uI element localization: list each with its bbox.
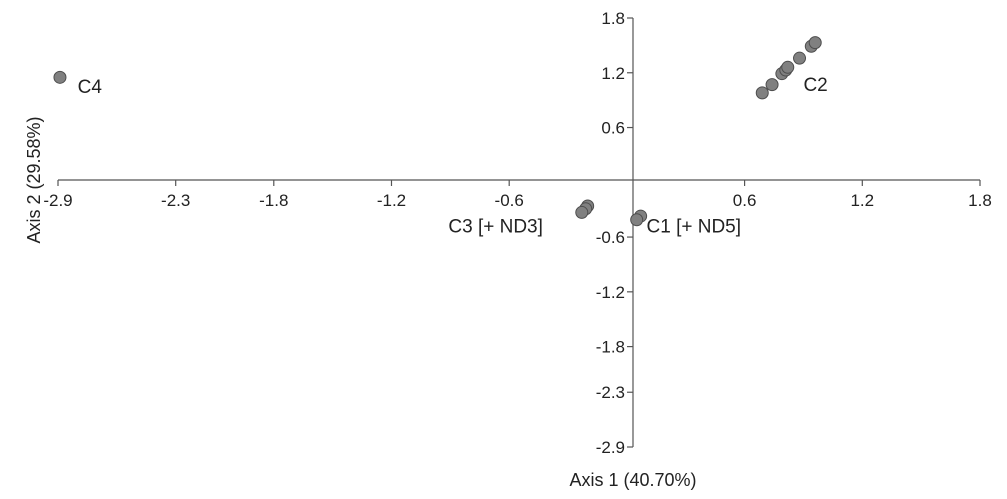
x-tick-label: -1.2 [377, 191, 406, 210]
y-tick-label: -1.8 [596, 338, 625, 357]
x-tick-label: -0.6 [495, 191, 524, 210]
y-tick-label: -2.9 [596, 438, 625, 457]
y-tick-label: 1.8 [601, 9, 625, 28]
data-point [765, 78, 779, 92]
y-tick-label: -0.6 [596, 228, 625, 247]
cluster-labels: C4 C2 C3 [+ ND3] C1 [+ ND5] [78, 75, 828, 237]
cluster-label: C4 [78, 77, 103, 98]
x-tick-label: 0.6 [733, 191, 757, 210]
data-point [781, 60, 795, 74]
y-tick-label: 1.2 [601, 64, 625, 83]
cluster-label: C1 [+ ND5] [647, 217, 742, 238]
x-tick-label: 1.8 [968, 191, 992, 210]
cluster-label: C3 [+ ND3] [448, 217, 543, 238]
data-point [575, 205, 589, 219]
data-point [808, 36, 822, 50]
axes: -2.9 -2.3 -1.8 -1.2 -0.6 0.6 1.2 1.8 1.8 1.2 0.6 -0… [43, 9, 991, 457]
x-tick-label: -2.3 [161, 191, 190, 210]
y-tick-label: -1.2 [596, 283, 625, 302]
data-point [53, 70, 67, 84]
y-tick-label: 0.6 [601, 119, 625, 138]
x-tick-label: 1.2 [850, 191, 874, 210]
x-axis-label: Axis 1 (40.70%) [569, 470, 696, 490]
data-points [53, 36, 822, 227]
cluster-label: C2 [803, 75, 827, 96]
data-point [793, 51, 807, 65]
x-tick-label: -2.9 [43, 191, 72, 210]
y-axis-label: Axis 2 (29.58%) [24, 116, 44, 243]
data-point [630, 213, 644, 227]
x-tick-label: -1.8 [259, 191, 288, 210]
y-tick-label: -2.3 [596, 383, 625, 402]
data-point [755, 86, 769, 100]
